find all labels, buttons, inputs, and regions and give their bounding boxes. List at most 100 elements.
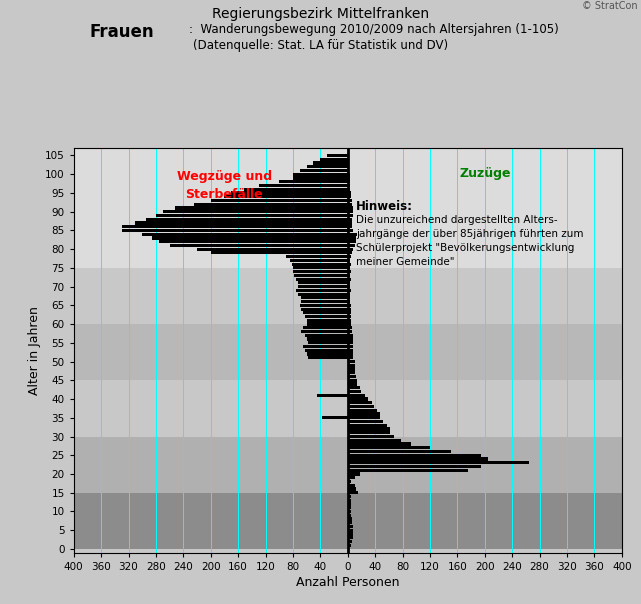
Bar xyxy=(146,217,347,221)
Bar xyxy=(122,229,347,232)
Bar xyxy=(347,292,351,296)
Bar xyxy=(347,457,488,461)
Bar xyxy=(347,259,351,262)
Bar xyxy=(347,461,529,464)
Bar xyxy=(153,236,347,240)
Text: (Datenquelle: Stat. LA für Statistik und DV): (Datenquelle: Stat. LA für Statistik und… xyxy=(193,39,448,53)
Text: Frauen: Frauen xyxy=(90,23,154,41)
Bar xyxy=(347,540,352,543)
Bar xyxy=(347,379,356,382)
Bar xyxy=(347,285,351,288)
Bar xyxy=(327,154,347,157)
Bar xyxy=(347,326,352,329)
Bar xyxy=(347,476,354,480)
Bar xyxy=(308,356,347,359)
Bar xyxy=(347,544,351,547)
Bar xyxy=(163,210,347,213)
Bar xyxy=(347,169,349,172)
Bar xyxy=(296,289,347,292)
Bar xyxy=(347,375,356,378)
Bar xyxy=(347,510,351,513)
Bar xyxy=(306,338,347,341)
Bar xyxy=(347,319,351,322)
Bar xyxy=(211,199,347,202)
Bar xyxy=(347,435,394,438)
Bar xyxy=(313,161,347,164)
Bar xyxy=(347,454,481,457)
Bar xyxy=(305,315,347,318)
Bar xyxy=(320,158,347,161)
Bar xyxy=(74,324,622,381)
Bar xyxy=(347,382,357,385)
Bar xyxy=(347,394,365,397)
Bar xyxy=(347,341,353,344)
Bar xyxy=(347,221,352,225)
Bar xyxy=(347,416,380,419)
Bar xyxy=(347,532,353,536)
Bar xyxy=(156,214,347,217)
Bar xyxy=(194,202,347,206)
Text: Regierungsbezirk Mittelfranken: Regierungsbezirk Mittelfranken xyxy=(212,7,429,21)
Bar xyxy=(347,199,352,202)
Bar xyxy=(347,315,351,318)
Bar xyxy=(244,188,347,191)
Bar xyxy=(170,244,347,247)
Bar xyxy=(197,248,347,251)
Bar xyxy=(347,465,481,468)
Bar xyxy=(299,281,347,284)
Bar xyxy=(347,255,351,259)
Bar xyxy=(300,169,347,172)
Bar xyxy=(347,390,362,393)
Bar xyxy=(322,416,347,419)
Bar xyxy=(290,259,347,262)
Bar xyxy=(347,450,451,453)
Bar xyxy=(347,195,351,198)
Bar xyxy=(142,233,347,236)
Bar xyxy=(347,472,360,475)
Bar xyxy=(347,364,354,367)
Bar xyxy=(74,148,622,268)
Bar xyxy=(74,381,622,437)
Bar xyxy=(347,180,350,183)
Bar xyxy=(211,251,347,254)
Text: Wegzüge und
Sterbefälle: Wegzüge und Sterbefälle xyxy=(177,170,272,202)
Bar xyxy=(347,536,353,539)
Bar xyxy=(347,311,351,315)
Text: © StratCon: © StratCon xyxy=(582,1,638,11)
Bar xyxy=(347,233,357,236)
Bar xyxy=(347,423,387,427)
Bar xyxy=(347,248,353,251)
Bar xyxy=(347,338,353,341)
Bar xyxy=(347,300,351,303)
Bar xyxy=(347,225,352,228)
Bar xyxy=(347,210,353,213)
Bar xyxy=(231,191,347,194)
Bar xyxy=(279,180,347,183)
Text: Die unzureichend dargestellten Alters-
jahrgänge der über 85jährigen führten zum: Die unzureichend dargestellten Alters- j… xyxy=(356,216,583,268)
Bar xyxy=(347,413,380,416)
Text: Hinweis:: Hinweis: xyxy=(356,201,413,213)
Bar xyxy=(347,480,351,483)
Bar xyxy=(347,405,374,408)
Bar xyxy=(347,503,351,506)
Bar xyxy=(301,330,347,333)
Bar xyxy=(347,176,350,179)
Bar xyxy=(347,158,349,161)
Bar xyxy=(347,506,351,509)
Bar xyxy=(347,371,354,374)
Bar xyxy=(259,184,347,187)
Bar xyxy=(347,277,351,281)
Bar xyxy=(293,270,347,273)
Bar xyxy=(301,300,347,303)
Bar xyxy=(74,437,622,493)
Bar xyxy=(306,165,347,169)
Bar xyxy=(347,240,356,243)
Bar xyxy=(347,518,352,521)
Bar xyxy=(347,330,352,333)
X-axis label: Anzahl Personen: Anzahl Personen xyxy=(296,576,399,589)
Bar xyxy=(347,270,351,273)
Bar xyxy=(286,255,347,259)
Bar xyxy=(347,307,351,310)
Bar xyxy=(347,495,351,498)
Bar xyxy=(347,428,390,431)
